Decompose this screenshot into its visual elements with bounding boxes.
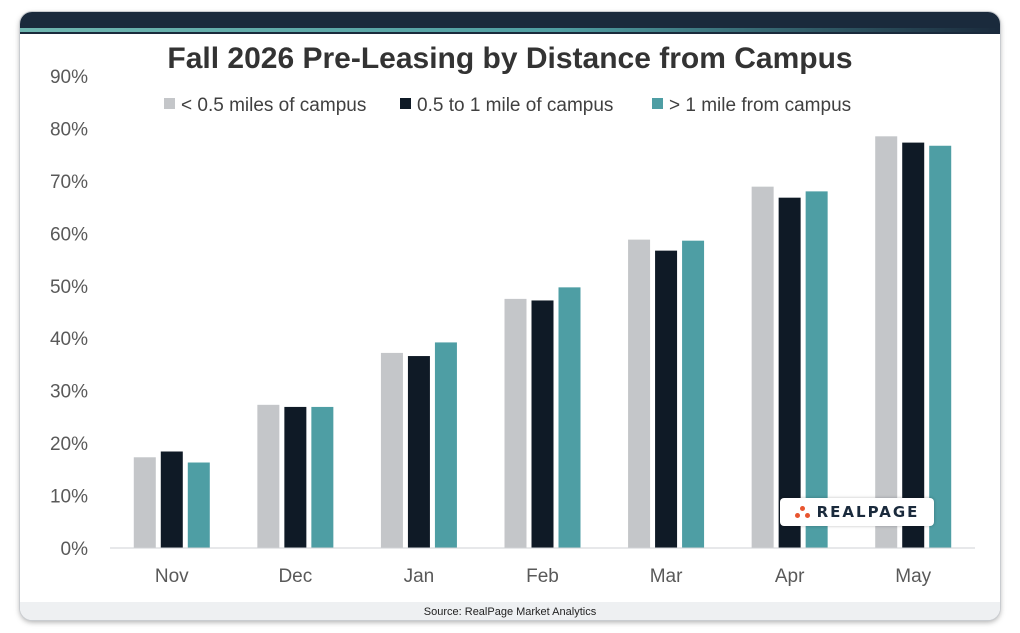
bar-apr-series-2 <box>778 197 801 548</box>
bar-apr-series-1 <box>751 186 774 548</box>
chart-card: Fall 2026 Pre-Leasing by Distance from C… <box>20 12 1000 620</box>
x-axis: Nov Dec Jan Feb Mar Apr May <box>155 566 932 587</box>
bar-jan-series-1 <box>380 352 403 548</box>
y-tick-label: 70% <box>50 172 88 193</box>
footer-bar: Source: RealPage Market Analytics <box>20 602 1000 620</box>
bar-chart: Fall 2026 Pre-Leasing by Distance from C… <box>50 42 975 587</box>
bar-mar-series-2 <box>655 250 678 548</box>
bar-may-series-1 <box>875 136 898 549</box>
y-axis: 0% 10% 20% 30% 40% 50% 60% 70% 80% 90% <box>50 67 88 560</box>
realpage-logo: REALPAGE <box>780 498 934 526</box>
x-tick-label: Jan <box>404 566 435 587</box>
bar-nov-series-3 <box>187 462 210 548</box>
y-tick-label: 0% <box>61 539 89 560</box>
bar-may-series-2 <box>902 142 925 549</box>
bar-may-series-3 <box>929 145 952 549</box>
bar-dec-series-3 <box>311 406 334 548</box>
bars <box>133 136 952 549</box>
y-tick-label: 40% <box>50 329 88 350</box>
logo-text: REALPAGE <box>816 503 920 521</box>
legend-label: > 1 mile from campus <box>669 95 851 116</box>
y-tick-label: 30% <box>50 382 88 403</box>
y-tick-label: 80% <box>50 119 88 140</box>
bar-mar-series-1 <box>628 239 651 549</box>
bar-dec-series-1 <box>257 404 280 548</box>
top-accent-stripe <box>20 28 1000 32</box>
x-tick-label: Nov <box>155 566 189 587</box>
bar-jan-series-3 <box>434 342 457 548</box>
legend-label: 0.5 to 1 mile of campus <box>417 95 613 116</box>
y-tick-label: 60% <box>50 224 88 245</box>
legend-swatch <box>400 98 411 109</box>
bar-mar-series-3 <box>682 240 705 549</box>
y-tick-label: 10% <box>50 487 88 508</box>
x-tick-label: Feb <box>526 566 559 587</box>
legend-swatch <box>652 98 663 109</box>
x-tick-label: Dec <box>278 566 312 587</box>
y-tick-label: 90% <box>50 67 88 88</box>
bar-dec-series-2 <box>284 406 307 548</box>
chart-title: Fall 2026 Pre-Leasing by Distance from C… <box>167 42 852 75</box>
legend-label: < 0.5 miles of campus <box>181 95 366 116</box>
bar-feb-series-2 <box>531 300 554 548</box>
y-tick-label: 50% <box>50 277 88 298</box>
bar-nov-series-1 <box>133 457 156 548</box>
y-tick-label: 20% <box>50 434 88 455</box>
bar-feb-series-3 <box>558 287 581 548</box>
bar-apr-series-3 <box>805 191 828 548</box>
logo-dots-icon <box>794 504 811 520</box>
source-note: Source: RealPage Market Analytics <box>423 606 597 618</box>
legend-swatch <box>164 98 175 109</box>
legend: < 0.5 miles of campus 0.5 to 1 mile of ca… <box>164 95 851 116</box>
bar-feb-series-1 <box>504 298 527 548</box>
x-tick-label: Mar <box>650 566 683 587</box>
x-tick-label: Apr <box>775 566 805 587</box>
bar-jan-series-2 <box>407 356 430 548</box>
bar-nov-series-2 <box>160 451 183 548</box>
x-tick-label: May <box>895 566 931 587</box>
